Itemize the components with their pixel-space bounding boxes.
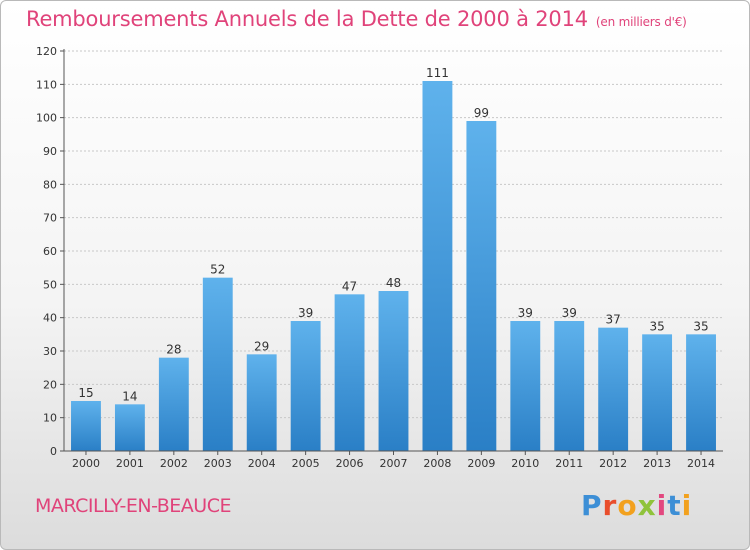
bar	[158, 357, 189, 451]
logo-letter: P	[581, 489, 603, 522]
proxiti-logo: Proxiti	[581, 489, 692, 522]
bars: 15 14 28 52 29 39 47 48 111 99 39 39 37 35 35	[71, 66, 716, 451]
x-tick-label: 2012	[599, 457, 627, 470]
x-tick-label: 2003	[204, 457, 232, 470]
logo-letter: i	[656, 489, 668, 522]
chart-title-unit: (en milliers d'€)	[595, 15, 687, 29]
x-tick-label: 2005	[292, 457, 320, 470]
y-tick-label: 0	[50, 445, 57, 458]
x-tick-label: 2008	[423, 457, 451, 470]
logo-letter: t	[667, 489, 682, 522]
y-tick-label: 90	[43, 145, 57, 158]
x-tick-label: 2013	[643, 457, 671, 470]
y-tick-label: 30	[43, 345, 57, 358]
axes: 0 10 20 30 40 50 60 70 80 90 100 110 120 2000 2001 2002…	[36, 45, 723, 470]
y-tick-label: 70	[43, 212, 57, 225]
data-label: 39	[518, 306, 533, 320]
data-label: 15	[78, 386, 93, 400]
y-tick-label: 80	[43, 178, 57, 191]
x-tick-label: 2007	[380, 457, 408, 470]
y-tick-label: 10	[43, 412, 57, 425]
logo-letter: r	[602, 489, 618, 522]
x-tick-label: 2009	[467, 457, 495, 470]
data-label: 35	[649, 319, 664, 333]
bar	[554, 321, 585, 451]
y-tick-label: 60	[43, 245, 57, 258]
x-tick-label: 2014	[687, 457, 715, 470]
chart-title: Remboursements Annuels de la Dette de 20…	[26, 7, 687, 31]
bar	[598, 327, 629, 451]
data-label: 52	[210, 263, 225, 277]
bar	[246, 354, 277, 451]
x-tick-label: 2001	[116, 457, 144, 470]
data-label: 47	[342, 279, 357, 293]
x-tick-label: 2002	[160, 457, 188, 470]
commune-name: MARCILLY-EN-BEAUCE	[35, 495, 231, 517]
x-tick-label: 2000	[72, 457, 100, 470]
y-tick-label: 50	[43, 278, 57, 291]
y-tick-label: 40	[43, 312, 57, 325]
bar	[686, 334, 716, 451]
bar	[334, 294, 365, 451]
data-label: 39	[562, 306, 577, 320]
bar	[71, 401, 101, 451]
data-label: 99	[474, 106, 489, 120]
data-label: 48	[386, 276, 401, 290]
chart-title-text: Remboursements Annuels de la Dette de 20…	[26, 7, 588, 31]
x-tick-label: 2004	[248, 457, 276, 470]
y-tick-label: 110	[36, 78, 57, 91]
x-tick-label: 2006	[336, 457, 364, 470]
bar	[422, 81, 453, 451]
y-tick-label: 100	[36, 112, 57, 125]
x-tick-label: 2010	[511, 457, 539, 470]
data-label: 37	[606, 313, 621, 327]
data-label: 14	[122, 389, 137, 403]
data-label: 29	[254, 339, 269, 353]
bar	[466, 121, 497, 451]
bar	[378, 291, 409, 451]
logo-letter: i	[681, 489, 693, 522]
data-label: 39	[298, 306, 313, 320]
bar	[290, 321, 321, 451]
data-label: 28	[166, 343, 181, 357]
data-label: 35	[693, 319, 708, 333]
bar	[510, 321, 541, 451]
bar	[114, 404, 145, 451]
x-tick-label: 2011	[555, 457, 583, 470]
y-tick-label: 20	[43, 378, 57, 391]
bar	[202, 277, 233, 451]
bar	[642, 334, 673, 451]
logo-letter: o	[617, 489, 638, 522]
data-label: 111	[426, 66, 449, 80]
y-tick-label: 120	[36, 45, 57, 58]
logo-letter: x	[637, 489, 657, 522]
